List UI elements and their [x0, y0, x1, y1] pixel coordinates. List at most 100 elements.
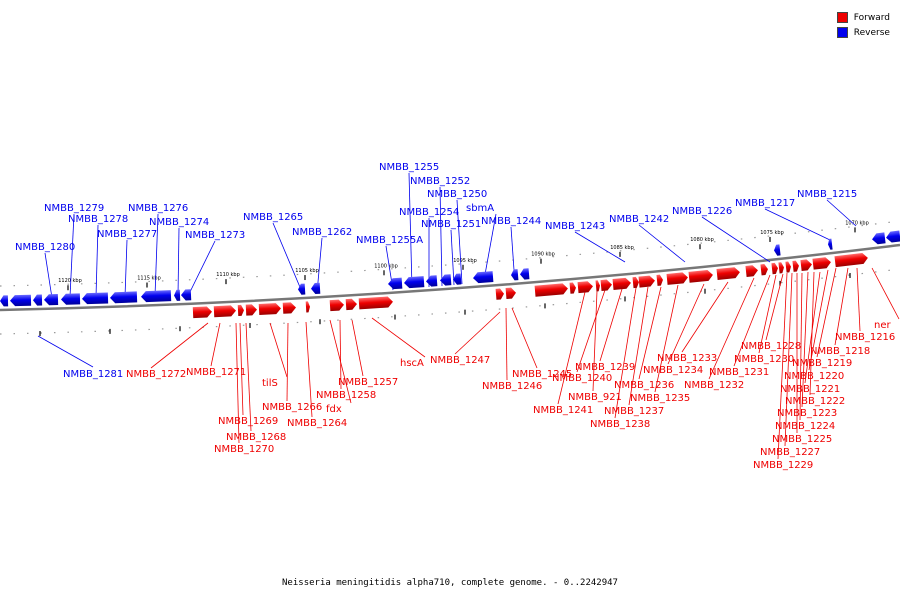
forward-gene [213, 305, 236, 318]
forward-gene [345, 298, 357, 311]
forward-gene [792, 260, 799, 272]
forward-gene-label: NMBB_1227 [760, 447, 820, 458]
forward-gene-label: NMBB_1235 [630, 393, 690, 404]
forward-gene [329, 299, 344, 312]
forward-gene [237, 304, 244, 317]
forward-gene-label: NMBB_1270 [214, 444, 274, 455]
forward-gene-label: NMBB_1225 [772, 434, 832, 445]
forward-gene-label: NMBB_1258 [316, 390, 376, 401]
forward-gene [716, 267, 740, 280]
tick-label: 1090 kbp [531, 252, 555, 258]
forward-gene-label: NMBB_1224 [775, 421, 835, 432]
tick-label: 1100 kbp [374, 263, 398, 269]
forward-gene [505, 287, 516, 300]
forward-gene-label: NMBB_1240 [552, 373, 612, 384]
forward-gene-label: NMBB_1218 [810, 346, 870, 357]
tick-label: 1075 kbp [760, 230, 784, 236]
tick-label: 1080 kbp [690, 237, 714, 243]
forward-gene-label: NMBB_1257 [338, 377, 398, 388]
gene-layer [0, 230, 900, 319]
reverse-gene [174, 289, 181, 301]
reverse-gene [886, 230, 900, 243]
tick-layer: 1070 kbp 1075 kbp 1080 kbp 1085 kbp 1090 kbp… [39, 220, 869, 337]
reverse-gene-label: NMBB_1243 [545, 221, 605, 232]
forward-gene-label: fdx [326, 404, 342, 415]
forward-gene-label: NMBB_1238 [590, 419, 650, 430]
forward-gene [778, 262, 784, 274]
reverse-gene [453, 273, 462, 285]
reverse-swatch [836, 27, 848, 38]
forward-gene [812, 257, 831, 270]
forward-swatch [836, 12, 848, 23]
forward-gene [612, 277, 631, 290]
forward-gene [666, 272, 688, 285]
tick-label: 1085 kbp [610, 245, 634, 251]
reverse-gene [82, 292, 109, 305]
forward-gene-label: NMBB_1223 [777, 408, 837, 419]
reverse-gene [141, 290, 172, 303]
reverse-gene [110, 291, 138, 304]
forward-gene-label: NMBB_1246 [482, 381, 542, 392]
forward-gene [760, 264, 768, 276]
reverse-gene-label: NMBB_1277 [97, 229, 157, 240]
legend-forward: Forward [836, 10, 890, 25]
tick-label: 1110 kbp [216, 272, 240, 278]
forward-gene [638, 275, 655, 288]
forward-gene-label: NMBB_1268 [226, 432, 286, 443]
forward-gene-label: NMBB_1266 [262, 402, 322, 413]
forward-gene-label: NMBB_1245 [512, 369, 572, 380]
forward-gene-label: NMBB_1222 [785, 396, 845, 407]
reverse-gene [10, 294, 32, 307]
reverse-gene-label: NMBB_1276 [128, 203, 188, 214]
forward-gene [577, 281, 593, 294]
legend-reverse: Reverse [836, 25, 890, 40]
tick-label: 1070 kbp [845, 220, 869, 226]
reverse-gene [404, 276, 425, 289]
forward-gene-label: hscA [400, 358, 424, 369]
reverse-gene-label: NMBB_1217 [735, 198, 795, 209]
reverse-gene-label: NMBB_1252 [410, 176, 470, 187]
tick-label: 1105 kbp [295, 268, 319, 274]
forward-gene-label: NMBB_1247 [430, 355, 490, 366]
forward-gene [745, 265, 758, 277]
tick-label: 1120 kbp [58, 278, 82, 284]
reverse-gene-label: NMBB_1226 [672, 206, 732, 217]
forward-gene-label: NMBB_1219 [792, 358, 852, 369]
reverse-gene [0, 295, 9, 307]
forward-gene-label: NMBB_1216 [835, 332, 895, 343]
forward-gene-label: NMBB_1232 [684, 380, 744, 391]
reverse-gene-label: NMBB_1250 [427, 189, 487, 200]
legend: Forward Reverse [836, 10, 890, 40]
forward-gene [600, 279, 612, 292]
reverse-gene-label: sbmA [466, 203, 494, 214]
reverse-gene-label: NMBB_1244 [481, 216, 541, 227]
forward-gene-label: NMBB_1231 [709, 367, 769, 378]
forward-gene-label: NMBB_1236 [614, 380, 674, 391]
tick-label: 1115 kbp [137, 276, 161, 282]
reverse-gene [511, 269, 519, 281]
forward-gene-label: NMBB_1272 [126, 369, 186, 380]
reverse-gene [828, 238, 833, 250]
forward-gene-label: NMBB_921 [568, 392, 622, 403]
reverse-gene-label: NMBB_1280 [15, 242, 75, 253]
reverse-gene-label: NMBB_1278 [68, 214, 128, 225]
forward-gene-label: NMBB_1237 [604, 406, 664, 417]
forward-gene [358, 296, 393, 310]
reverse-gene-label: NMBB_1262 [292, 227, 352, 238]
leader-lines [37, 172, 900, 460]
forward-gene [282, 302, 296, 314]
forward-gene-label: NMBB_1230 [734, 354, 794, 365]
forward-gene-label: NMBB_1220 [784, 371, 844, 382]
reverse-gene-label: NMBB_1242 [609, 214, 669, 225]
reverse-gene [872, 232, 886, 245]
reverse-gene [388, 277, 403, 290]
forward-gene [785, 261, 791, 273]
forward-gene-label: NMBB_1234 [643, 365, 703, 376]
forward-gene [569, 282, 576, 294]
forward-gene [192, 306, 212, 319]
forward-gene-label: NMBB_1228 [741, 341, 801, 352]
forward-gene-label: NMBB_1221 [780, 384, 840, 395]
legend-reverse-label: Reverse [853, 27, 890, 38]
